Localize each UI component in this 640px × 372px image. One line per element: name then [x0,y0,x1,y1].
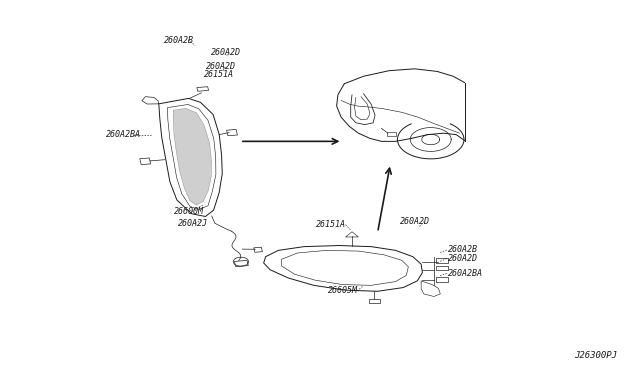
Text: 26151A: 26151A [204,70,234,79]
Bar [436,258,448,263]
Text: 26605M: 26605M [328,286,358,295]
Polygon shape [173,108,212,205]
Text: 260A2D: 260A2D [448,254,478,263]
Bar [436,277,448,282]
Text: 260A2D: 260A2D [400,217,430,226]
Text: 260A2D: 260A2D [206,62,236,71]
Text: 260A2B: 260A2B [164,36,194,45]
Bar [436,266,448,270]
Bar [387,132,396,136]
Bar [369,299,380,303]
Text: 260A2B: 260A2B [448,246,478,254]
Text: J26300PJ: J26300PJ [575,351,618,360]
Text: 260A2D: 260A2D [211,48,241,57]
Text: 260A2BA: 260A2BA [448,269,483,278]
Text: 26600M: 26600M [174,207,204,216]
Text: 260A2BA: 260A2BA [106,130,141,139]
Text: 26151A: 26151A [316,220,346,229]
Text: 260A2J: 260A2J [178,219,208,228]
